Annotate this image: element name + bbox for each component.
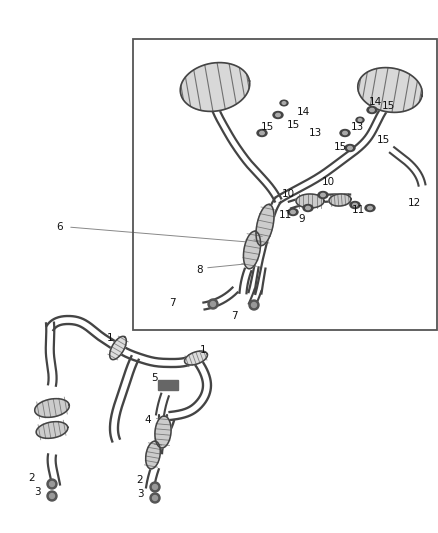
Ellipse shape bbox=[340, 130, 350, 136]
Ellipse shape bbox=[365, 205, 375, 212]
Polygon shape bbox=[244, 231, 261, 269]
Text: 11: 11 bbox=[279, 210, 292, 220]
Circle shape bbox=[152, 496, 158, 500]
Text: 8: 8 bbox=[197, 265, 203, 275]
Ellipse shape bbox=[276, 114, 280, 117]
Polygon shape bbox=[184, 351, 208, 365]
Text: 15: 15 bbox=[260, 122, 274, 132]
Ellipse shape bbox=[350, 201, 360, 208]
Text: 15: 15 bbox=[381, 101, 395, 111]
Circle shape bbox=[152, 484, 158, 489]
Ellipse shape bbox=[368, 206, 372, 209]
Ellipse shape bbox=[367, 107, 377, 114]
Circle shape bbox=[251, 303, 257, 308]
Text: 12: 12 bbox=[407, 198, 420, 208]
Bar bbox=[133, 39, 437, 330]
Polygon shape bbox=[256, 204, 274, 246]
Ellipse shape bbox=[306, 206, 310, 209]
Ellipse shape bbox=[303, 205, 313, 212]
Circle shape bbox=[150, 482, 160, 492]
Text: 7: 7 bbox=[231, 311, 237, 321]
Text: 13: 13 bbox=[350, 122, 364, 132]
Polygon shape bbox=[155, 416, 171, 448]
Polygon shape bbox=[36, 422, 68, 438]
Polygon shape bbox=[180, 62, 250, 111]
Circle shape bbox=[208, 299, 218, 309]
Text: 14: 14 bbox=[297, 107, 310, 117]
Text: 15: 15 bbox=[333, 142, 346, 152]
Ellipse shape bbox=[273, 111, 283, 118]
Text: 11: 11 bbox=[351, 205, 364, 215]
Text: 5: 5 bbox=[152, 373, 158, 383]
Text: 1: 1 bbox=[107, 333, 113, 343]
Ellipse shape bbox=[343, 131, 347, 135]
Text: 10: 10 bbox=[321, 177, 335, 187]
Text: 10: 10 bbox=[282, 189, 295, 199]
Polygon shape bbox=[358, 68, 422, 112]
Text: 15: 15 bbox=[286, 120, 300, 130]
Circle shape bbox=[249, 300, 259, 310]
Ellipse shape bbox=[353, 204, 357, 207]
Bar bbox=[158, 380, 178, 390]
Circle shape bbox=[49, 494, 54, 498]
Circle shape bbox=[211, 302, 215, 306]
Ellipse shape bbox=[356, 117, 364, 123]
Ellipse shape bbox=[280, 100, 288, 106]
Ellipse shape bbox=[348, 147, 352, 150]
Text: 4: 4 bbox=[145, 415, 151, 425]
Ellipse shape bbox=[257, 130, 267, 136]
Text: 1: 1 bbox=[200, 345, 206, 355]
Text: 15: 15 bbox=[376, 135, 390, 145]
Polygon shape bbox=[146, 441, 160, 469]
Ellipse shape bbox=[291, 211, 295, 214]
Ellipse shape bbox=[345, 144, 355, 151]
Text: 3: 3 bbox=[34, 487, 40, 497]
Circle shape bbox=[49, 481, 54, 487]
Ellipse shape bbox=[282, 102, 286, 104]
Ellipse shape bbox=[321, 193, 325, 197]
Circle shape bbox=[47, 479, 57, 489]
Text: 2: 2 bbox=[137, 475, 143, 485]
Text: 6: 6 bbox=[57, 222, 64, 232]
Text: 9: 9 bbox=[299, 214, 305, 224]
Circle shape bbox=[47, 491, 57, 501]
Text: 7: 7 bbox=[169, 298, 175, 308]
Text: 14: 14 bbox=[368, 97, 381, 107]
Polygon shape bbox=[35, 399, 69, 417]
Ellipse shape bbox=[318, 191, 328, 198]
Text: 3: 3 bbox=[137, 489, 143, 499]
Ellipse shape bbox=[260, 131, 264, 135]
Ellipse shape bbox=[288, 208, 298, 215]
Polygon shape bbox=[110, 336, 126, 360]
Polygon shape bbox=[296, 194, 324, 208]
Circle shape bbox=[150, 493, 160, 503]
Ellipse shape bbox=[370, 108, 374, 111]
Ellipse shape bbox=[358, 119, 362, 122]
Text: 13: 13 bbox=[308, 128, 321, 138]
Polygon shape bbox=[329, 194, 351, 206]
Text: 2: 2 bbox=[28, 473, 35, 483]
